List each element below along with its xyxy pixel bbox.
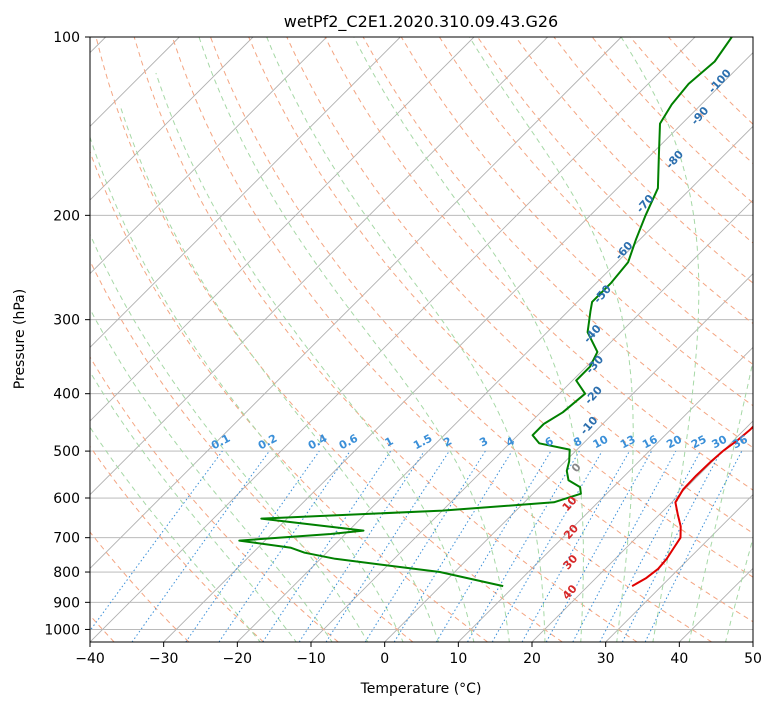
moist-adiabat-line (90, 426, 261, 642)
mixing-ratio-line (131, 450, 270, 642)
dry-adiabat-line (286, 37, 753, 534)
dry-adiabat-line (90, 531, 190, 642)
background-lines (90, 37, 753, 642)
mixing-ratio-line (298, 450, 425, 642)
x-tick-label: 30 (597, 651, 615, 667)
moist-adiabat-line (90, 135, 404, 642)
mixing-ratio-line (393, 450, 513, 642)
dry-adiabat-line (438, 37, 753, 366)
x-axis-label: Temperature (°C) (360, 681, 482, 697)
mixing-ratio-line (644, 450, 743, 642)
mixing-ratio-label: 20 (664, 432, 684, 451)
isotherm-line (237, 125, 753, 642)
y-tick-label: 900 (53, 595, 80, 611)
moist-adiabat-line (620, 37, 700, 642)
chart-title: wetPf2_C2E1.2020.310.09.43.G26 (284, 12, 558, 32)
mixing-ratio-label: 36 (730, 433, 750, 452)
dry-adiabat-line (400, 37, 753, 407)
dry-adiabat-line (171, 37, 712, 642)
moist-adiabat-line (90, 370, 297, 642)
isotherm-line (90, 37, 401, 348)
isotherm-line (90, 37, 475, 422)
dry-adiabat-line (90, 259, 414, 642)
mixing-ratio-label: 30 (710, 433, 730, 452)
x-tick-label: −10 (296, 651, 326, 667)
isotherm-line (90, 37, 254, 201)
mixing-ratio-line (90, 450, 223, 632)
temperature-line (631, 425, 753, 587)
x-tick-label: −20 (223, 651, 253, 667)
dry-adiabat-line (210, 37, 753, 623)
mixing-ratio-line (185, 450, 320, 642)
plot-frame (89, 36, 754, 643)
isotherm-line (90, 37, 327, 275)
y-tick-label: 600 (53, 491, 80, 507)
axes: 0.1 0.2 0.4 0.6 1 1.5 2 3 4 6 8 10 13 16 20 25 30 36-100-… (44, 30, 762, 667)
x-tick-label: −40 (75, 651, 105, 667)
y-tick-label: 1000 (44, 622, 80, 638)
dry-adiabat-line (248, 37, 753, 578)
isotherm-line (384, 273, 753, 642)
y-tick-label: 300 (53, 313, 80, 329)
mixing-ratio-label: 10 (591, 432, 611, 451)
y-tick-label: 500 (53, 444, 80, 460)
moist-adiabat-line (90, 233, 369, 642)
dewpoint-line (238, 37, 733, 588)
dry-adiabat-line (90, 356, 339, 642)
mixing-ratio-line (521, 450, 630, 642)
y-tick-label: 800 (53, 565, 80, 581)
isotherm-line (163, 52, 753, 642)
moist-adiabat-line (119, 104, 440, 642)
profile-lines (238, 37, 753, 588)
dry-adiabat-line (515, 37, 753, 284)
y-tick-label: 400 (53, 387, 80, 403)
moist-adiabat-line (266, 37, 546, 642)
y-axis-label: Pressure (hPa) (12, 289, 28, 389)
isotherm-line (90, 37, 622, 569)
isotherm-line (605, 494, 753, 642)
dry-adiabat-line (95, 37, 563, 642)
mixing-ratio-label: 13 (618, 433, 638, 452)
y-tick-label: 100 (53, 30, 80, 46)
moist-adiabat-line (155, 72, 475, 642)
mixing-ratio-line (218, 450, 351, 642)
isotherm-line (90, 37, 696, 642)
x-tick-label: 10 (449, 651, 467, 667)
isotherm-line (458, 346, 753, 642)
y-tick-label: 200 (53, 208, 80, 224)
x-tick-label: 40 (670, 651, 688, 667)
mixing-ratio-line (545, 450, 653, 642)
x-tick-label: 0 (380, 651, 389, 667)
dry-adiabat-line (133, 37, 638, 642)
x-tick-label: 20 (523, 651, 541, 667)
x-tick-label: −30 (149, 651, 179, 667)
isotherm-line (90, 37, 548, 496)
moist-adiabat-line (90, 308, 333, 642)
mixing-ratio-line (262, 450, 392, 642)
isotherm-line (531, 420, 753, 642)
mixing-ratio-line (572, 450, 677, 642)
mixing-ratio-label: 25 (689, 433, 709, 452)
dry-adiabat-line (90, 445, 264, 642)
y-tick-label: 700 (53, 531, 80, 547)
mixing-ratio-label: 16 (640, 433, 660, 452)
x-tick-label: 50 (744, 651, 762, 667)
dry-adiabat-line (90, 150, 488, 642)
